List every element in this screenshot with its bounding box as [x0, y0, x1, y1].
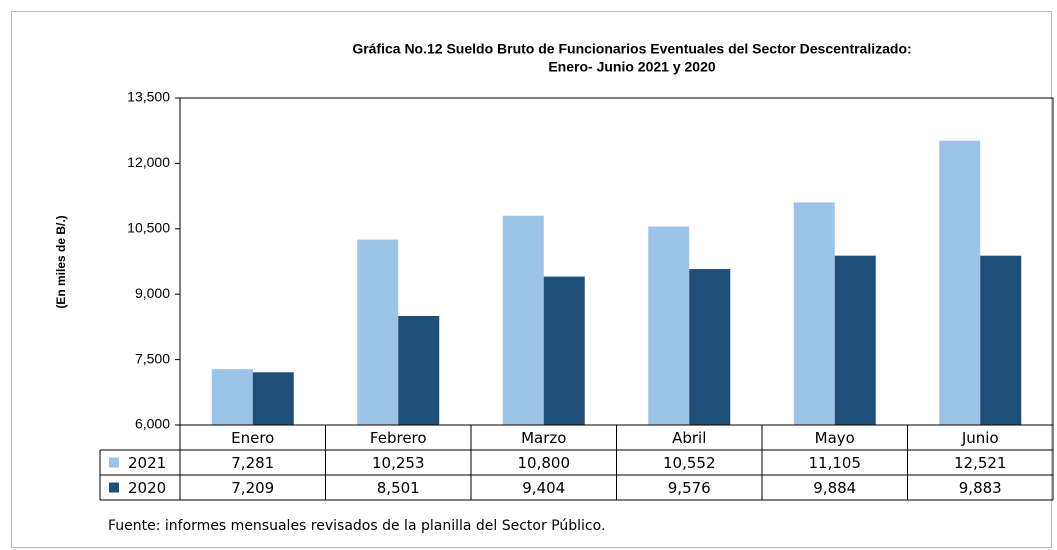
- legend-swatch: [109, 482, 119, 493]
- source-note: Fuente: informes mensuales revisados de …: [108, 518, 605, 534]
- y-tick-label: 12,000: [127, 154, 170, 170]
- bar: [543, 276, 585, 425]
- table-value: 10,800: [518, 454, 571, 472]
- chart-subtitle: Enero- Junio 2021 y 2020: [548, 59, 716, 75]
- x-tick-label: Febrero: [370, 429, 427, 447]
- bar: [252, 372, 294, 425]
- bar: [648, 226, 690, 425]
- legend-label: 2021: [128, 454, 166, 472]
- table-value: 10,552: [663, 454, 716, 472]
- x-tick-label: Abril: [672, 429, 706, 447]
- table-value: 12,521: [954, 454, 1007, 472]
- bar: [980, 255, 1022, 425]
- bar: [793, 202, 835, 425]
- table-value: 9,884: [813, 479, 856, 497]
- legend-label: 2020: [128, 479, 166, 497]
- table-value: 7,209: [231, 479, 274, 497]
- x-tick-label: Junio: [961, 429, 999, 447]
- table-value: 7,281: [231, 454, 274, 472]
- bar: [357, 239, 399, 425]
- bar: [939, 140, 981, 426]
- y-tick-label: 10,500: [127, 220, 170, 236]
- table-value: 9,576: [668, 479, 711, 497]
- x-tick-label: Mayo: [815, 429, 855, 447]
- table-value: 8,501: [377, 479, 420, 497]
- y-tick-label: 13,500: [127, 89, 170, 105]
- y-axis-label: (En miles de B/.): [54, 215, 68, 308]
- y-tick-label: 9,000: [135, 285, 170, 301]
- bar: [211, 369, 253, 425]
- table-value: 10,253: [372, 454, 425, 472]
- bar: [689, 269, 731, 425]
- table-value: 11,105: [809, 454, 862, 472]
- x-tick-label: Enero: [231, 429, 274, 447]
- legend-swatch: [109, 457, 119, 468]
- table-value: 9,404: [522, 479, 565, 497]
- y-tick-label: 7,500: [135, 350, 170, 366]
- x-tick-label: Marzo: [521, 429, 566, 447]
- bar: [834, 255, 876, 425]
- bar: [502, 215, 544, 425]
- bar: [398, 315, 440, 425]
- table-value: 9,883: [959, 479, 1002, 497]
- chart-title: Gráfica No.12 Sueldo Bruto de Funcionari…: [352, 41, 911, 57]
- y-tick-label: 6,000: [135, 416, 170, 432]
